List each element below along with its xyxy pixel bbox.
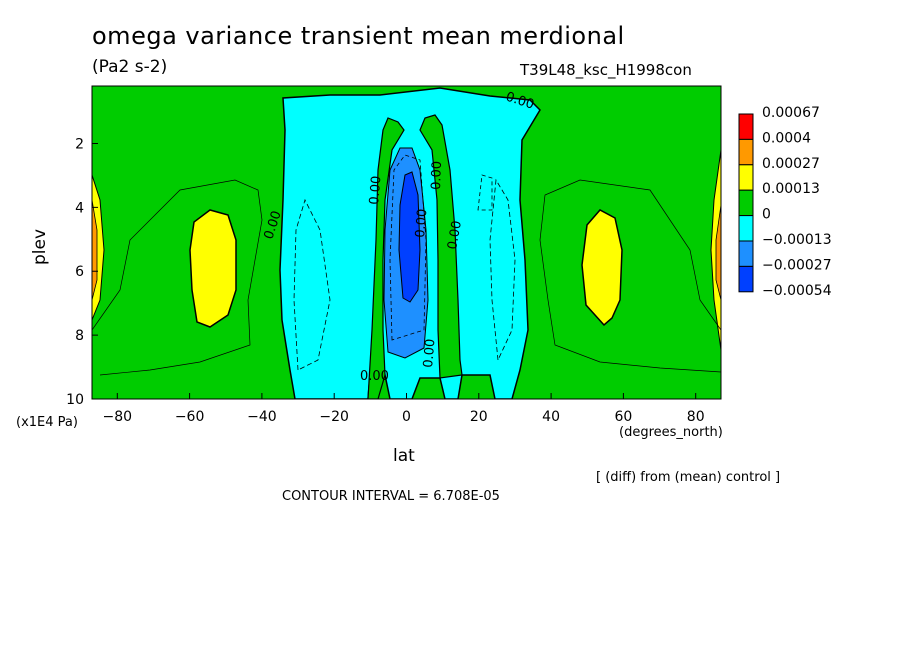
- contour-label: 0.00: [360, 369, 389, 384]
- contour-label: 0.00: [445, 220, 465, 251]
- colorbar-swatch: [738, 189, 754, 217]
- x-tick-label: −20: [319, 409, 349, 425]
- contour-label: 0.00: [367, 175, 384, 205]
- y-tick-label: 4: [75, 200, 84, 216]
- contour-label: 0.00: [421, 338, 438, 368]
- x-tick-label: 0: [402, 409, 411, 425]
- run-id-label: T39L48_ksc_H1998con: [520, 61, 692, 79]
- x-axis-label: lat: [393, 446, 415, 466]
- y-axis-units: (x1E4 Pa): [16, 415, 78, 430]
- y-tick-label: 2: [75, 136, 84, 152]
- region-green-finger-right: [419, 114, 463, 379]
- colorbar-swatch: [738, 138, 754, 166]
- x-tick-label: 20: [470, 409, 488, 425]
- x-tick-label: −40: [247, 409, 277, 425]
- x-tick-label: 80: [687, 409, 705, 425]
- diff-note: [ (diff) from (mean) control ]: [596, 470, 781, 485]
- colorbar-swatch: [738, 113, 754, 140]
- region-green-finger-left: [367, 117, 405, 399]
- x-tick-label: −60: [175, 409, 205, 425]
- y-tick-label: 6: [75, 264, 84, 280]
- chart-title: omega variance transient mean merdional: [92, 22, 625, 50]
- colorbar-label: 0: [762, 207, 771, 223]
- contour-label: 0.00: [429, 161, 445, 190]
- colorbar-label: −0.00054: [762, 283, 832, 299]
- y-tick-label: 8: [75, 328, 84, 344]
- colorbar-swatch: [738, 265, 754, 293]
- colorbar-label: 0.00027: [762, 156, 820, 172]
- colorbar-label: −0.00013: [762, 232, 832, 248]
- colorbar-swatch: [738, 240, 754, 267]
- y-tick-label: 10: [66, 392, 84, 408]
- contour-label: 0.00: [413, 208, 430, 238]
- region-right-edge-inner: [715, 204, 721, 301]
- region-core-negative: [398, 171, 421, 303]
- region-south-maximum: [189, 209, 237, 328]
- colorbar-swatch: [738, 164, 754, 191]
- colorbar-label: −0.00027: [762, 257, 832, 273]
- colorbar-swatch: [738, 215, 754, 242]
- colorbar-label: 0.0004: [762, 130, 811, 146]
- region-north-maximum: [581, 209, 623, 327]
- x-tick-label: 60: [614, 409, 632, 425]
- x-tick-label: 40: [542, 409, 560, 425]
- colorbar-label: 0.00067: [762, 105, 820, 121]
- colorbar-label: 0.00013: [762, 181, 820, 197]
- region-left-edge-inner: [92, 199, 98, 301]
- contour-interval: CONTOUR INTERVAL = 6.708E-05: [282, 489, 500, 504]
- x-tick-label: −80: [103, 409, 133, 425]
- units-label: (Pa2 s-2): [92, 57, 168, 77]
- x-axis-units: (degrees_north): [619, 425, 723, 440]
